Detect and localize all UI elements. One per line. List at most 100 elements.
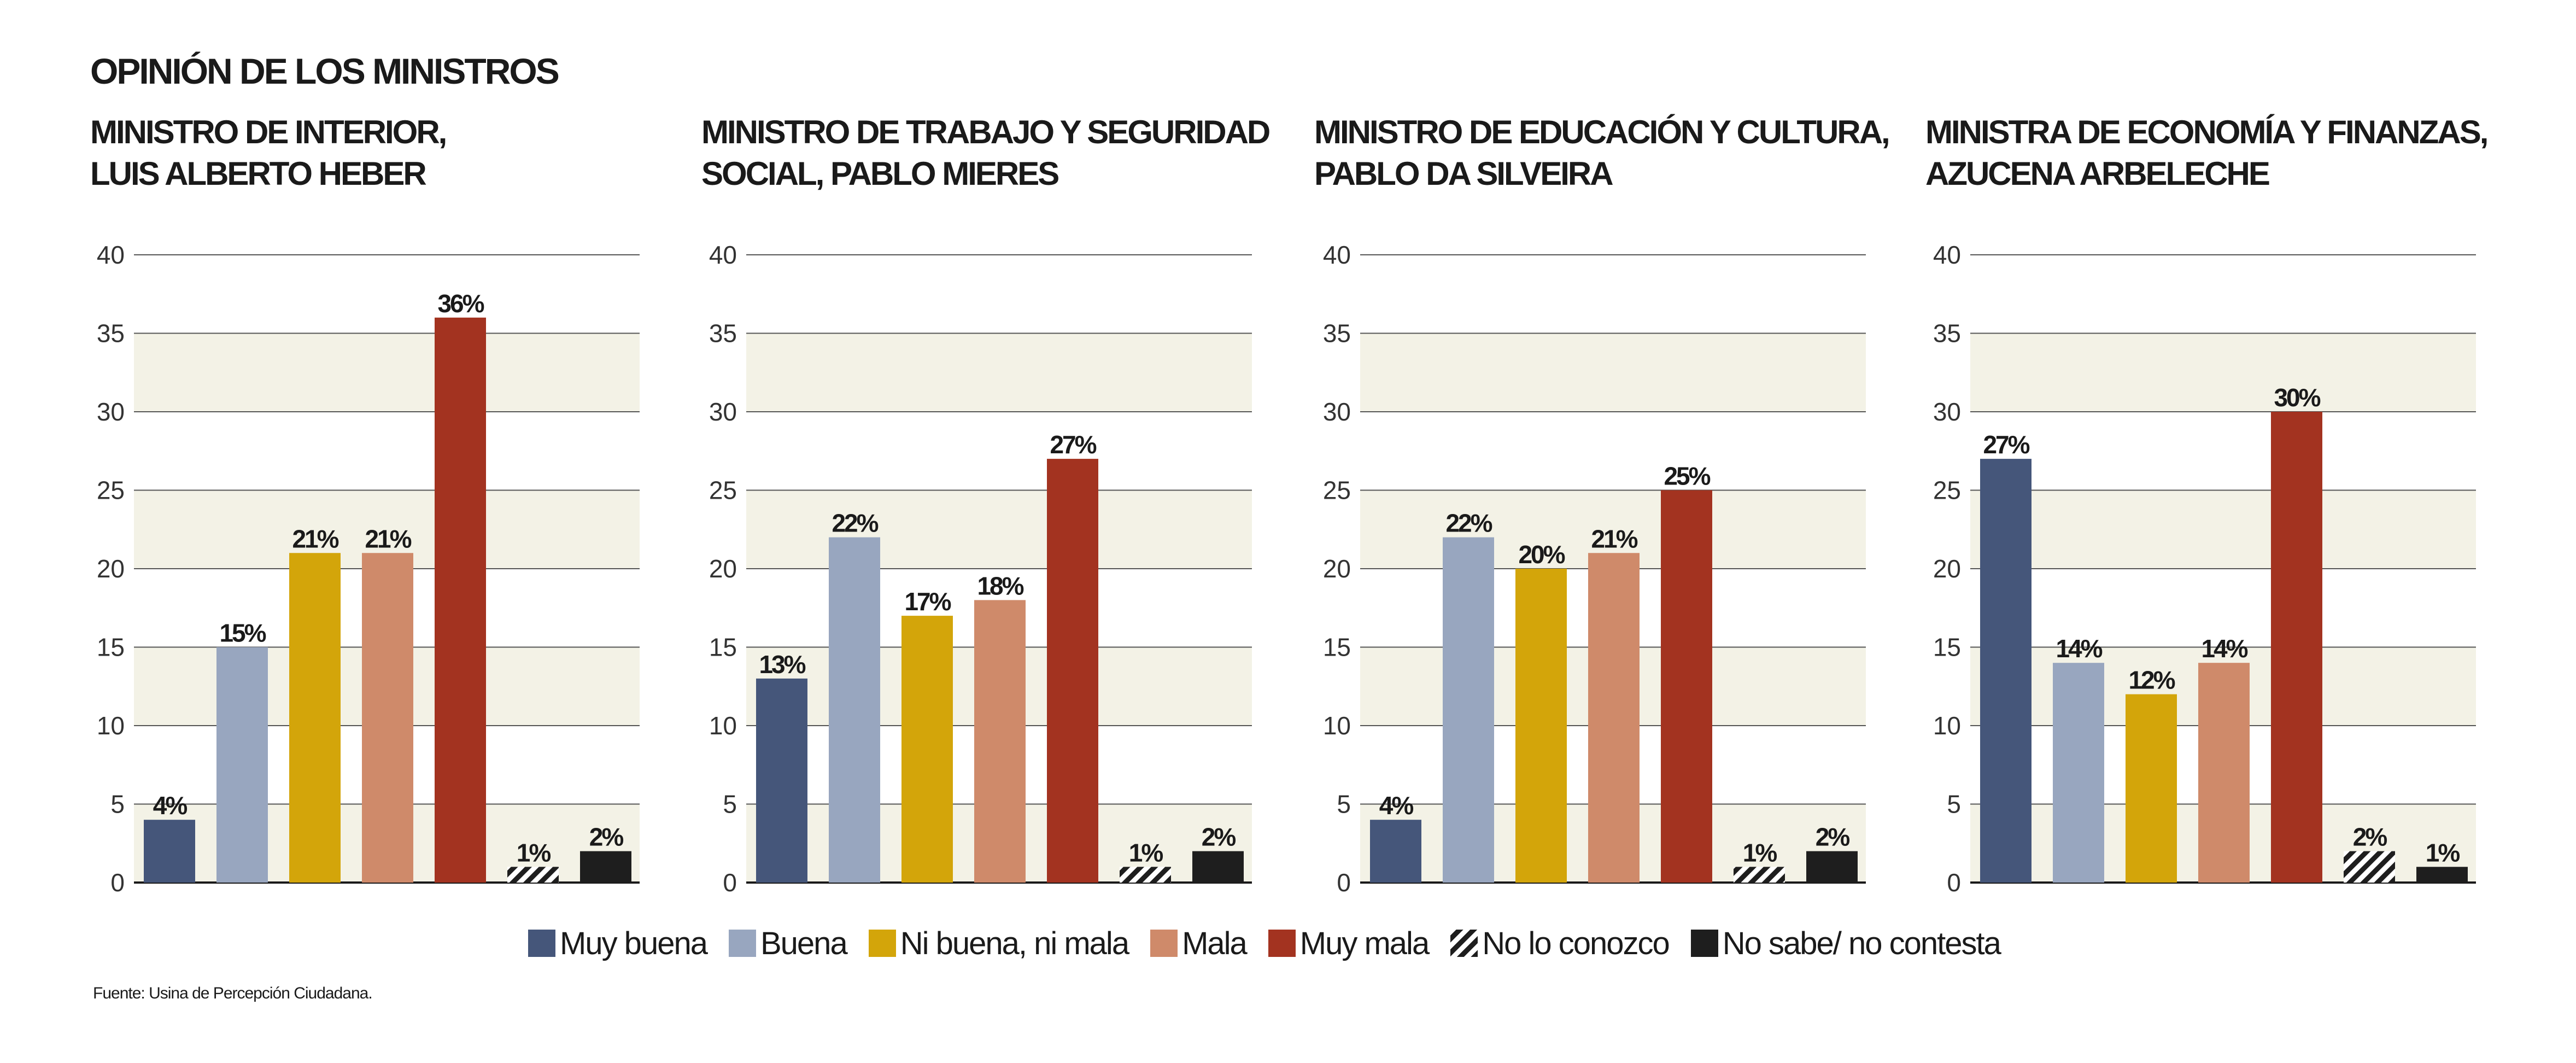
y-tick-label: 40: [1933, 241, 1961, 269]
bar: [1370, 820, 1421, 883]
legend-label: No sabe/ no contesta: [1722, 925, 2001, 961]
y-tick-label: 15: [1323, 633, 1351, 662]
legend-item: Mala: [1150, 925, 1248, 962]
data-label: 17%: [904, 587, 951, 616]
bar: [1192, 851, 1244, 883]
data-label: 1%: [2426, 838, 2460, 867]
legend-label: Mala: [1182, 925, 1248, 961]
bar: [829, 537, 880, 883]
y-tick-label: 35: [1933, 319, 1961, 348]
data-label: 27%: [1983, 430, 2029, 459]
bar: [2416, 867, 2468, 883]
y-tick-label: 0: [110, 868, 125, 897]
data-label: 4%: [153, 791, 188, 820]
y-tick-label: 0: [723, 868, 737, 897]
legend-swatch: [728, 930, 756, 957]
grid-band: [1360, 333, 1866, 412]
legend-item: Ni buena, ni mala: [868, 925, 1129, 962]
y-tick-label: 30: [1323, 398, 1351, 426]
y-tick-label: 5: [1947, 790, 1961, 819]
bar: [507, 867, 559, 883]
data-label: 1%: [517, 838, 551, 867]
legend-item: Buena: [728, 925, 848, 962]
data-label: 22%: [1445, 509, 1492, 538]
legend-swatch: [1150, 930, 1178, 957]
panel-title-educacion: MINISTRO DE EDUCACIÓN Y CULTURA, PABLO D…: [1314, 112, 1890, 195]
bar: [1443, 537, 1494, 883]
bar: [216, 647, 268, 883]
data-label: 13%: [759, 650, 805, 679]
panel-title-line: SOCIAL, PABLO MIERES: [701, 155, 1059, 192]
y-tick-label: 30: [97, 398, 125, 426]
bar: [362, 553, 413, 883]
bar: [1588, 553, 1640, 883]
y-tick-label: 15: [709, 633, 737, 662]
data-label: 27%: [1050, 430, 1096, 459]
data-label: 15%: [219, 619, 266, 647]
bar: [2053, 663, 2104, 883]
grid-band: [1970, 490, 2476, 569]
y-tick-label: 30: [1933, 398, 1961, 426]
y-tick-label: 5: [723, 790, 737, 819]
legend-item: No lo conozco: [1450, 925, 1670, 962]
legend-swatch: [528, 930, 555, 957]
panel-title-interior: MINISTRO DE INTERIOR, LUIS ALBERTO HEBER: [90, 112, 447, 195]
data-label: 21%: [292, 524, 338, 553]
y-tick-label: 15: [1933, 633, 1961, 662]
y-tick-label: 20: [1933, 554, 1961, 583]
data-label: 25%: [1664, 462, 1710, 490]
legend-swatch: [868, 930, 896, 957]
data-label: 1%: [1743, 838, 1777, 867]
y-tick-label: 0: [1947, 868, 1961, 897]
grid-band: [746, 490, 1252, 569]
data-label: 2%: [589, 823, 624, 851]
y-tick-label: 10: [1933, 711, 1961, 740]
y-tick-label: 10: [709, 711, 737, 740]
panel-title-line: MINISTRA DE ECONOMÍA Y FINANZAS,: [1925, 114, 2489, 150]
y-tick-label: 40: [97, 241, 125, 269]
legend-swatch: [1268, 930, 1296, 957]
y-tick-label: 25: [97, 476, 125, 505]
data-label: 22%: [832, 509, 878, 538]
y-tick-label: 10: [1323, 711, 1351, 740]
data-label: 30%: [2274, 383, 2320, 412]
bar: [1661, 490, 1712, 883]
panel-title-economia: MINISTRA DE ECONOMÍA Y FINANZAS, AZUCENA…: [1925, 112, 2489, 195]
legend-label: Muy buena: [560, 925, 708, 961]
y-tick-label: 35: [97, 319, 125, 348]
data-label: 14%: [2056, 634, 2102, 663]
y-tick-label: 35: [709, 319, 737, 348]
bar: [289, 553, 341, 883]
y-tick-label: 40: [1323, 241, 1351, 269]
y-tick-label: 20: [1323, 554, 1351, 583]
panel-title-line: MINISTRO DE INTERIOR,: [90, 114, 447, 150]
bar: [901, 616, 953, 883]
bar: [756, 678, 807, 883]
bar: [2344, 851, 2395, 883]
bar: [1515, 569, 1567, 883]
bar: [2126, 694, 2177, 883]
legend-label: Buena: [760, 925, 848, 961]
y-tick-label: 20: [709, 554, 737, 583]
legend-swatch: [1690, 930, 1718, 957]
grid-band: [1970, 333, 2476, 412]
bar: [974, 600, 1026, 883]
legend-item: Muy mala: [1268, 925, 1430, 962]
panel-title-line: LUIS ALBERTO HEBER: [90, 155, 427, 192]
y-tick-label: 30: [709, 398, 737, 426]
data-label: 21%: [1591, 524, 1637, 553]
data-label: 2%: [2353, 823, 2387, 851]
y-tick-label: 15: [97, 633, 125, 662]
bar: [435, 317, 486, 883]
y-tick-label: 5: [110, 790, 125, 819]
legend-swatch: [1450, 930, 1478, 957]
bar: [580, 851, 631, 883]
bar: [1980, 459, 2031, 883]
grid-band: [746, 333, 1252, 412]
panel-title-line: PABLO DA SILVEIRA: [1314, 155, 1614, 192]
panel-title-line: MINISTRO DE EDUCACIÓN Y CULTURA,: [1314, 114, 1890, 150]
legend-label: No lo conozco: [1482, 925, 1670, 961]
legend-item: No sabe/ no contesta: [1690, 925, 2001, 962]
bar: [1047, 459, 1098, 883]
